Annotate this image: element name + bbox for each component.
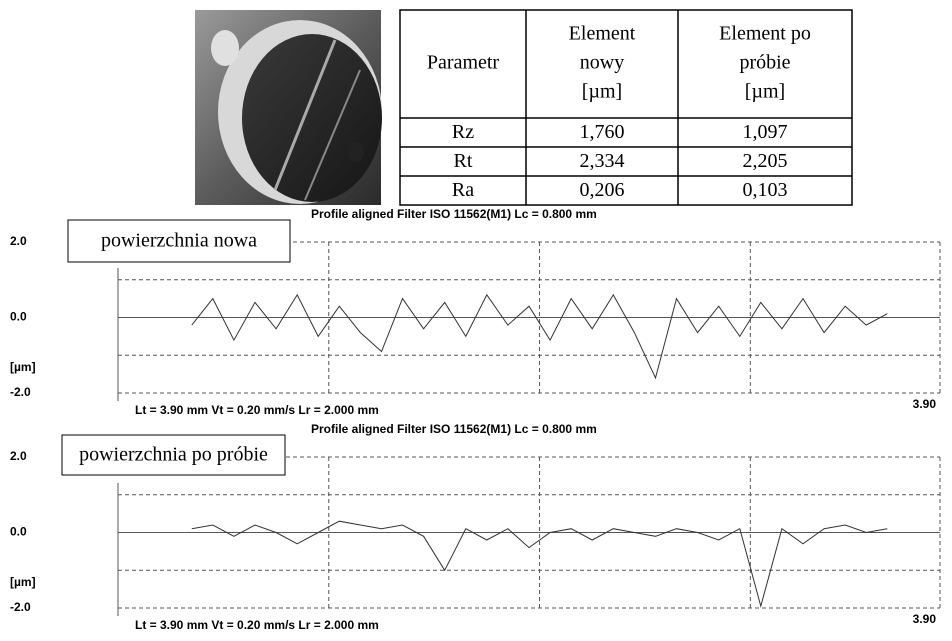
profile-line: [191, 520, 888, 609]
table-cell: 2,334: [580, 150, 625, 172]
charts: 2.0 0.0 -2.0 3.90 [µm] Profile aligned Filter…: [10, 207, 941, 632]
table-header: nowy: [580, 52, 624, 74]
table-header: Element: [569, 23, 636, 45]
y-axis-label: [µm]: [10, 360, 36, 374]
y-axis-label: [µm]: [10, 575, 36, 589]
table-header: [µm]: [582, 81, 622, 103]
table-header: Element po: [719, 23, 811, 45]
profile-line: [191, 293, 888, 380]
chart-title: Profile aligned Filter ISO 11562(M1) Lc …: [311, 207, 597, 221]
table-cell: Rz: [452, 121, 474, 143]
table-cell: 1,097: [743, 121, 788, 143]
y-tick-label: 0.0: [10, 310, 27, 324]
annotation-box: [61, 434, 286, 476]
y-tick-label: 2.0: [10, 234, 27, 248]
y-tick-label: 2.0: [10, 449, 27, 463]
table-cell: 0,206: [580, 179, 625, 201]
annotation: powierzchnia nowa: [101, 230, 257, 252]
y-tick-label: -2.0: [10, 600, 31, 614]
table: Parametr Element nowy [µm] Element po próbie […: [399, 9, 853, 206]
table-header: Parametr: [427, 52, 500, 74]
chart-title: Profile aligned Filter ISO 11562(M1) Lc …: [311, 422, 597, 436]
table-border: [399, 9, 853, 206]
table-header: [µm]: [745, 81, 785, 103]
table-cell: 0,103: [743, 179, 788, 201]
x-tick-label: 3.90: [913, 397, 937, 411]
annotation: powierzchnia po próbie: [79, 444, 268, 466]
chart-subtitle: Lt = 3.90 mm Vt = 0.20 mm/s Lr = 2.000 m…: [135, 618, 379, 632]
x-tick-label: 3.90: [913, 612, 937, 626]
annotation-box: [67, 219, 291, 263]
y-tick-label: 0.0: [10, 525, 27, 539]
table-cell: 1,760: [580, 121, 625, 143]
table-cell: Ra: [452, 179, 474, 201]
table-cell: Rt: [454, 150, 473, 172]
table-header: próbie: [739, 52, 790, 74]
chart-subtitle: Lt = 3.90 mm Vt = 0.20 mm/s Lr = 2.000 m…: [135, 403, 379, 417]
table-cell: 2,205: [743, 150, 788, 172]
y-tick-label: -2.0: [10, 385, 31, 399]
photo: [195, 10, 382, 205]
